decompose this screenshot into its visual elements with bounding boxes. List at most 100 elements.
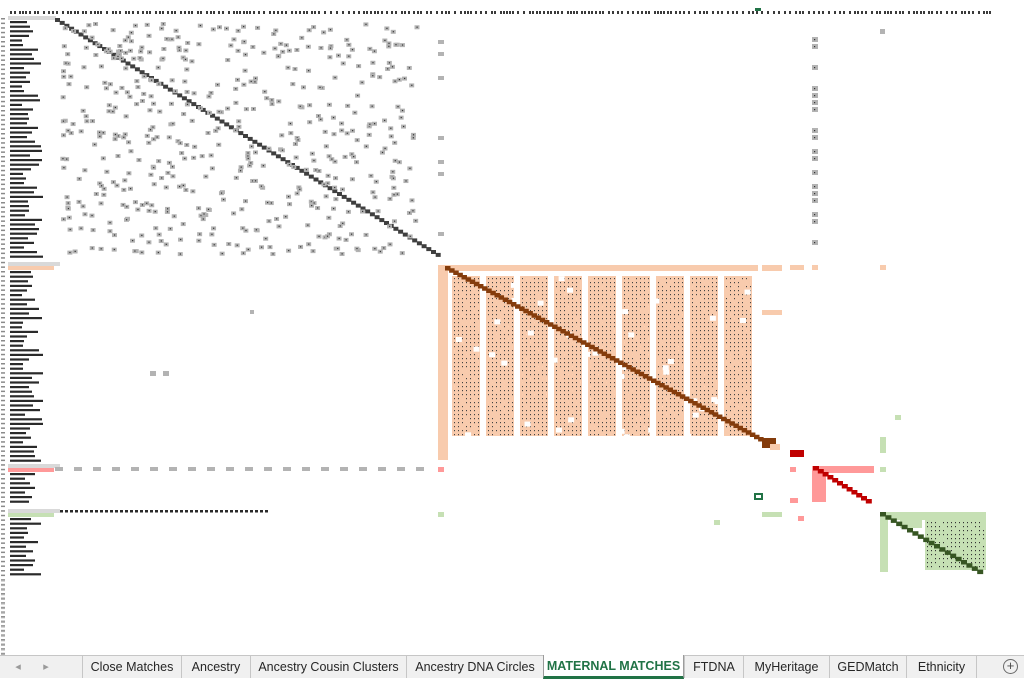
cluster-2-diagonal-cell bbox=[651, 378, 657, 383]
cluster-2-diagonal-cell bbox=[548, 322, 554, 327]
cluster-4-diagonal-cell bbox=[901, 524, 908, 530]
cluster-2-diagonal-cell bbox=[692, 401, 698, 406]
cluster-3-diagonal-cell bbox=[827, 475, 834, 480]
cluster-2-diagonal-cell bbox=[754, 434, 760, 440]
cluster-2-diagonal-cell bbox=[741, 428, 748, 433]
cluster-2-diagonal-cell bbox=[655, 380, 661, 386]
cluster-1-diagonal-cell bbox=[308, 174, 314, 179]
cluster-4-diagonal-cell bbox=[923, 537, 930, 543]
cluster-1-diagonal-cell bbox=[73, 29, 79, 34]
add-sheet-icon[interactable]: + bbox=[1003, 659, 1018, 674]
tab-close-matches[interactable]: Close Matches bbox=[82, 656, 181, 678]
cluster-2-diagonal-cell bbox=[758, 437, 764, 442]
cluster-2-diagonal-cell bbox=[473, 281, 480, 287]
cluster-1-diagonal-cell bbox=[313, 177, 319, 182]
cluster-2-diagonal-cell bbox=[646, 376, 653, 381]
tab-ftdna[interactable]: FTDNA bbox=[684, 656, 743, 678]
cluster-2-diagonal-cell bbox=[675, 392, 682, 397]
cluster-2-diagonal-cell bbox=[712, 412, 719, 417]
cluster-1-diagonal-cell bbox=[139, 70, 145, 75]
tab-ethnicity[interactable]: Ethnicity bbox=[906, 656, 977, 678]
cluster-2-diagonal-cell bbox=[482, 286, 488, 291]
cluster-2-header bbox=[8, 262, 60, 266]
cluster-1-diagonal-cell bbox=[167, 87, 173, 92]
cluster-1-diagonal-cell bbox=[332, 189, 338, 194]
cluster-1-diagonal-cell bbox=[280, 157, 286, 162]
cluster-2-diagonal-cell bbox=[469, 279, 476, 284]
tab-maternal-matches[interactable]: MATERNAL MATCHES bbox=[543, 655, 684, 679]
tab-ancestry-dna-circles[interactable]: Ancestry DNA Circles bbox=[406, 656, 543, 678]
cluster-1-diagonal-cell bbox=[224, 122, 230, 127]
cluster-1-diagonal-cell bbox=[83, 35, 89, 40]
tab-myheritage[interactable]: MyHeritage bbox=[743, 656, 829, 678]
cluster-1-diagonal-cell bbox=[243, 134, 248, 138]
cluster-3-diagonal-cell bbox=[832, 478, 839, 483]
cluster-2-diagonal-cell bbox=[523, 308, 529, 314]
cluster-1-diagonal-cell bbox=[181, 96, 187, 101]
tab-ancestry-cousin-clusters[interactable]: Ancestry Cousin Clusters bbox=[250, 656, 406, 678]
cluster-3-diagonal-cell bbox=[841, 484, 848, 489]
cluster-1-diagonal-cell bbox=[360, 206, 366, 211]
cluster-1-diagonal-cell bbox=[219, 119, 225, 124]
cluster-1-diagonal-cell bbox=[369, 212, 375, 217]
cluster-2-diagonal-cell bbox=[543, 320, 550, 325]
cluster-1-diagonal-cell bbox=[431, 250, 436, 254]
scroll-tabs-right-icon[interactable]: ▸ bbox=[43, 661, 49, 673]
cluster-1-diagonal-cell bbox=[355, 203, 361, 208]
cluster-2-diagonal-cell bbox=[642, 374, 649, 379]
cluster-2-diagonal-cell bbox=[605, 353, 612, 359]
cluster-3-diagonal-cell bbox=[856, 493, 863, 498]
cluster-1-diagonal-cell bbox=[275, 154, 281, 159]
cluster-1-diagonal-cell bbox=[153, 78, 159, 83]
cluster-3-diagonal-cell bbox=[822, 472, 829, 477]
cluster-1-diagonal-cell bbox=[238, 131, 244, 136]
cluster-2-diagonal-cell bbox=[725, 419, 731, 424]
tab-gedmatch[interactable]: GEDMatch bbox=[829, 656, 906, 678]
cluster-1-diagonal-cell bbox=[365, 209, 371, 214]
cluster-4-diagonal-cell bbox=[939, 547, 946, 552]
cluster-1-diagonal-cell bbox=[435, 252, 441, 257]
scroll-tabs-left-icon[interactable]: ◂ bbox=[15, 661, 21, 673]
cluster-2-diagonal-cell bbox=[663, 385, 669, 390]
cluster-2-diagonal-cell bbox=[572, 335, 579, 341]
cluster-1-diagonal-cell bbox=[346, 197, 352, 202]
cluster-2-diagonal-cell bbox=[749, 432, 756, 437]
cluster-2-diagonal-cell bbox=[638, 371, 645, 377]
cluster-2-diagonal-cell bbox=[556, 326, 562, 332]
cluster-4-diagonal-cell bbox=[944, 550, 951, 555]
cluster-2-diagonal-cell bbox=[626, 365, 632, 370]
cluster-4-diagonal-cell bbox=[934, 544, 940, 549]
cluster-2-diagonal-cell bbox=[634, 369, 641, 374]
cluster-2-diagonal-cell bbox=[679, 394, 686, 399]
cluster-2-diagonal-cell bbox=[659, 383, 665, 388]
cluster-1-diagonal-cell bbox=[412, 238, 418, 243]
cluster-3-diagonal-cell bbox=[846, 487, 853, 492]
cluster-2-diagonal-cell bbox=[527, 311, 533, 316]
cluster-4-diagonal-cell bbox=[890, 518, 897, 523]
spreadsheet-grid[interactable] bbox=[0, 0, 1024, 655]
cluster-4-diagonal-cell bbox=[961, 560, 967, 565]
cluster-2-diagonal-cell bbox=[613, 358, 620, 363]
cluster-1-diagonal-cell bbox=[191, 102, 197, 107]
cluster-1-diagonal-cell bbox=[59, 20, 65, 25]
cluster-2-diagonal-cell bbox=[477, 284, 484, 289]
cluster-1-diagonal-cell bbox=[402, 232, 408, 237]
cluster-4-diagonal-cell bbox=[966, 563, 973, 568]
tab-ancestry[interactable]: Ancestry bbox=[181, 656, 250, 678]
cluster-2-diagonal-cell bbox=[696, 403, 702, 408]
cluster-1-diagonal-cell bbox=[318, 180, 324, 185]
cluster-1-diagonal-cell bbox=[163, 84, 169, 89]
cluster-2-diagonal-cell bbox=[560, 329, 566, 334]
cluster-4-diagonal-cell bbox=[950, 553, 957, 559]
cluster-1-diagonal-cell bbox=[55, 18, 60, 22]
cluster-1-diagonal-cell bbox=[374, 215, 380, 220]
cluster-1-diagonal-cell bbox=[134, 67, 140, 72]
cluster-1-diagonal-cell bbox=[299, 168, 305, 173]
cluster-2-diagonal-cell bbox=[461, 275, 467, 280]
cluster-1-diagonal-cell bbox=[120, 58, 126, 63]
cluster-1-diagonal-cell bbox=[228, 125, 234, 130]
cluster-1-diagonal-cell bbox=[398, 229, 404, 234]
cluster-1-diagonal-cell bbox=[78, 32, 84, 37]
cluster-1-diagonal-cell bbox=[87, 38, 93, 43]
cluster-matrix[interactable] bbox=[0, 0, 1024, 655]
